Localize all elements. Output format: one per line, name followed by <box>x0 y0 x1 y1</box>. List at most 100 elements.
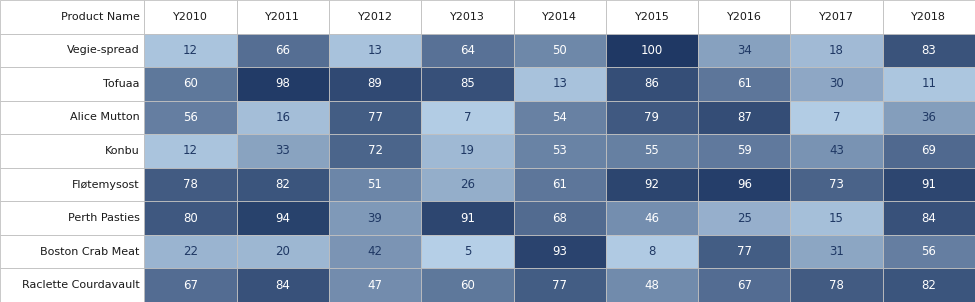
Bar <box>514 0 605 34</box>
Text: 47: 47 <box>368 279 382 292</box>
Text: 92: 92 <box>644 178 659 191</box>
Bar <box>329 235 421 268</box>
Text: Y2014: Y2014 <box>542 12 577 22</box>
Text: 84: 84 <box>275 279 291 292</box>
Text: 34: 34 <box>737 44 752 57</box>
Text: 67: 67 <box>183 279 198 292</box>
Text: 54: 54 <box>552 111 567 124</box>
Text: 72: 72 <box>368 144 382 158</box>
Bar <box>144 0 237 34</box>
Bar <box>698 101 791 134</box>
Bar <box>514 235 605 268</box>
Text: 39: 39 <box>368 212 382 225</box>
Text: 78: 78 <box>183 178 198 191</box>
Text: 77: 77 <box>552 279 567 292</box>
Bar <box>421 67 514 101</box>
Bar <box>329 201 421 235</box>
Bar <box>514 268 605 302</box>
Text: Boston Crab Meat: Boston Crab Meat <box>40 247 139 257</box>
Text: 67: 67 <box>737 279 752 292</box>
Text: 19: 19 <box>460 144 475 158</box>
Bar <box>791 268 882 302</box>
Text: 11: 11 <box>921 77 936 90</box>
Bar <box>791 201 882 235</box>
Text: 56: 56 <box>183 111 198 124</box>
Text: 7: 7 <box>833 111 840 124</box>
Bar <box>882 201 975 235</box>
Bar <box>421 268 514 302</box>
Bar <box>882 34 975 67</box>
Bar <box>421 34 514 67</box>
Text: Y2015: Y2015 <box>635 12 670 22</box>
Bar <box>0 34 144 67</box>
Text: 50: 50 <box>552 44 567 57</box>
Bar <box>329 34 421 67</box>
Text: 85: 85 <box>460 77 475 90</box>
Bar <box>0 268 144 302</box>
Bar <box>698 134 791 168</box>
Bar <box>698 201 791 235</box>
Bar <box>605 0 698 34</box>
Text: 68: 68 <box>552 212 567 225</box>
Text: 91: 91 <box>921 178 936 191</box>
Text: 94: 94 <box>275 212 291 225</box>
Text: 83: 83 <box>921 44 936 57</box>
Bar <box>329 0 421 34</box>
Bar <box>698 67 791 101</box>
Text: Vegie-spread: Vegie-spread <box>66 45 139 55</box>
Text: 80: 80 <box>183 212 198 225</box>
Bar <box>0 134 144 168</box>
Text: 55: 55 <box>644 144 659 158</box>
Bar <box>144 168 237 201</box>
Text: 20: 20 <box>275 245 291 258</box>
Bar <box>421 101 514 134</box>
Text: 73: 73 <box>829 178 844 191</box>
Text: 7: 7 <box>463 111 471 124</box>
Text: 53: 53 <box>552 144 567 158</box>
Bar <box>237 0 329 34</box>
Bar <box>329 134 421 168</box>
Bar <box>237 34 329 67</box>
Bar <box>237 134 329 168</box>
Text: 48: 48 <box>644 279 659 292</box>
Bar <box>882 101 975 134</box>
Bar <box>514 101 605 134</box>
Text: 91: 91 <box>460 212 475 225</box>
Text: 13: 13 <box>368 44 382 57</box>
Text: 31: 31 <box>829 245 844 258</box>
Text: 61: 61 <box>552 178 567 191</box>
Text: Y2016: Y2016 <box>726 12 761 22</box>
Text: Y2013: Y2013 <box>449 12 485 22</box>
Text: 84: 84 <box>921 212 936 225</box>
Text: Product Name: Product Name <box>60 12 139 22</box>
Bar <box>698 34 791 67</box>
Bar <box>791 67 882 101</box>
Bar <box>237 101 329 134</box>
Bar <box>882 235 975 268</box>
Text: Y2010: Y2010 <box>173 12 208 22</box>
Bar <box>791 168 882 201</box>
Bar <box>0 235 144 268</box>
Bar <box>421 134 514 168</box>
Text: Fløtemysost: Fløtemysost <box>72 180 139 190</box>
Bar <box>0 67 144 101</box>
Bar <box>514 67 605 101</box>
Bar <box>329 268 421 302</box>
Text: 18: 18 <box>829 44 844 57</box>
Bar <box>605 201 698 235</box>
Bar <box>791 134 882 168</box>
Text: 16: 16 <box>275 111 291 124</box>
Bar <box>329 67 421 101</box>
Text: Y2012: Y2012 <box>358 12 393 22</box>
Bar <box>698 268 791 302</box>
Text: 43: 43 <box>829 144 844 158</box>
Text: 86: 86 <box>644 77 659 90</box>
Bar <box>514 168 605 201</box>
Text: 100: 100 <box>641 44 663 57</box>
Text: 30: 30 <box>829 77 844 90</box>
Text: 42: 42 <box>368 245 382 258</box>
Bar <box>144 101 237 134</box>
Bar <box>144 268 237 302</box>
Text: 69: 69 <box>921 144 936 158</box>
Bar <box>329 101 421 134</box>
